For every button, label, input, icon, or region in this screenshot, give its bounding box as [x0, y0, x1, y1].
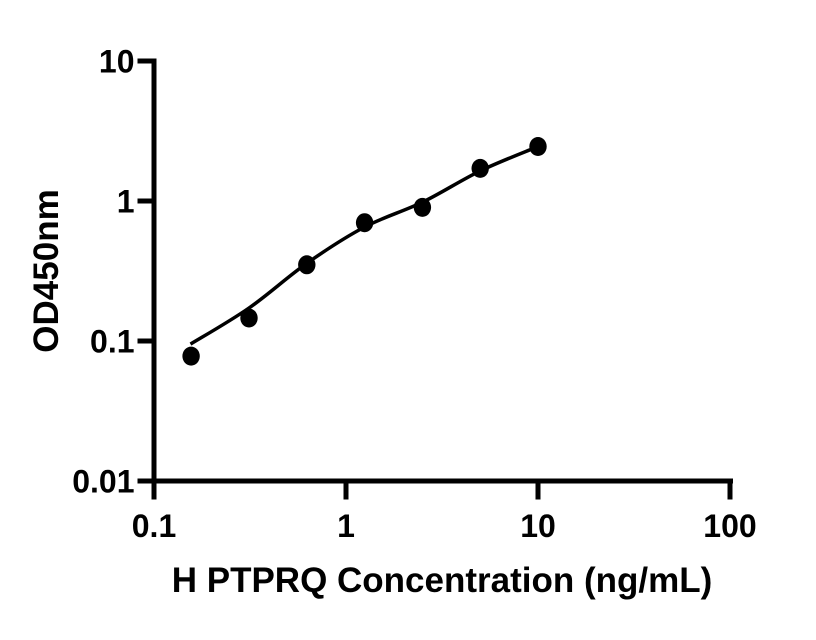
y-tick-label: 10	[99, 44, 135, 80]
y-tick-label: 0.1	[90, 324, 134, 360]
data-point	[413, 197, 432, 217]
data-layer	[182, 137, 547, 366]
data-point	[355, 213, 374, 233]
x-tick-label: 1	[337, 508, 355, 544]
data-point	[298, 255, 316, 275]
y-axis-title: OD450nm	[27, 189, 66, 352]
axis-frame	[151, 58, 733, 484]
data-point	[240, 308, 258, 328]
y-tick-label: 1	[117, 184, 135, 220]
y-tick-label: 0.01	[72, 464, 134, 500]
data-point	[471, 158, 489, 178]
x-tick-label: 0.1	[132, 508, 176, 544]
x-axis-title: H PTPRQ Concentration (ng/mL)	[172, 561, 713, 600]
axes-layer: 0.1 1 10 100 0.01 0.1 1 10	[72, 44, 756, 544]
data-point	[529, 137, 547, 156]
data-point	[182, 346, 200, 366]
x-tick-label: 10	[520, 508, 556, 544]
x-tick-label: 100	[703, 508, 756, 544]
